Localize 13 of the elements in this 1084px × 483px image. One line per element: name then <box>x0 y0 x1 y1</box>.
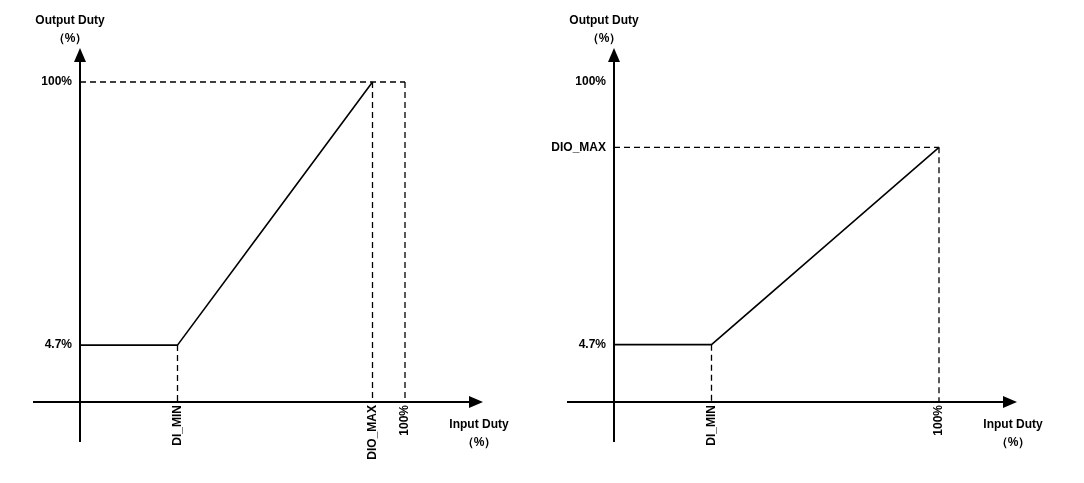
y-tick-label: DIO_MAX <box>551 139 606 154</box>
y-axis-title: Output Duty （%） <box>569 13 639 45</box>
y-tick-label: 100% <box>575 74 607 89</box>
x-tick-label: DI_MIN <box>703 405 718 446</box>
y-tick-label: 4.7% <box>44 337 73 352</box>
x-tick-label: DIO_MAX <box>364 405 379 460</box>
y-axis-title: Output Duty （%） <box>35 13 105 45</box>
y-tick-label: 4.7% <box>578 336 607 351</box>
x-tick-label: 100% <box>931 404 946 436</box>
x-tick-label: 100% <box>397 404 412 436</box>
x-axis-title: Input Duty （%） <box>449 417 509 449</box>
x-tick-label: DI_MIN <box>169 405 184 446</box>
x-axis-title: Input Duty （%） <box>983 417 1043 449</box>
